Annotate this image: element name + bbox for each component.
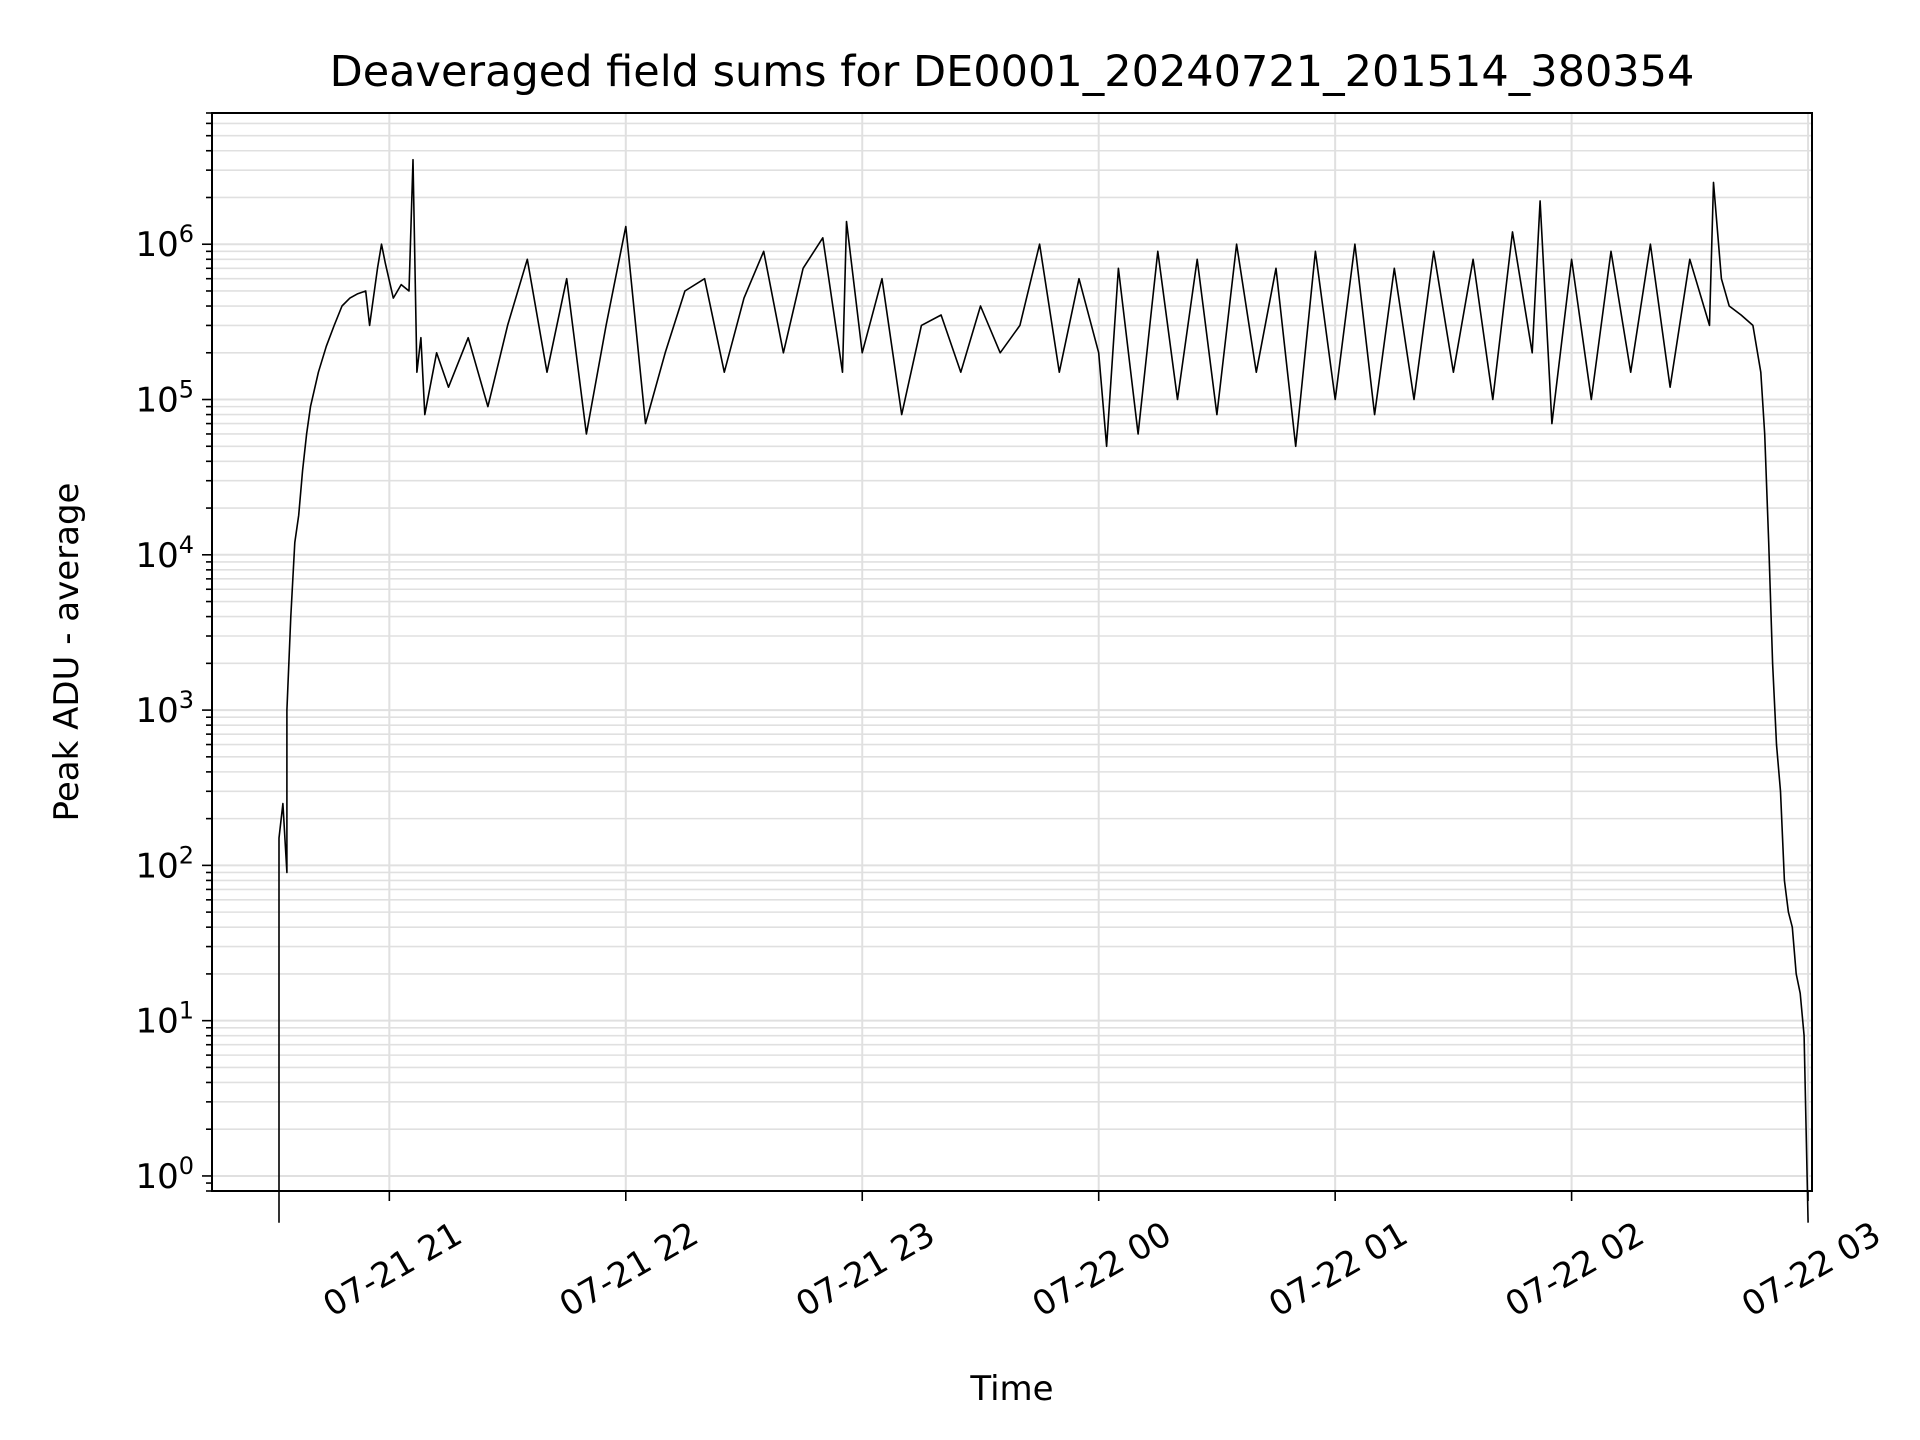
grid	[212, 112, 1812, 1191]
y-tick-label: 105	[135, 376, 194, 421]
plot-frame	[211, 112, 1813, 1192]
y-tick-label: 100	[135, 1152, 194, 1197]
y-axis-label: Peak ADU - average	[47, 483, 87, 822]
y-tick-label: 103	[135, 686, 194, 731]
y-tick-label: 104	[135, 531, 194, 576]
y-tick-label: 102	[135, 841, 194, 886]
series-layer	[278, 158, 1809, 1223]
series-line	[278, 158, 1809, 1223]
x-axis-label: Time	[969, 1369, 1053, 1409]
y-axis-ticks: 100 101 102 103 104 105 106	[135, 112, 212, 1197]
chart-title: Deaveraged field sums for DE0001_2024072…	[330, 47, 1695, 97]
y-tick-label: 101	[135, 997, 194, 1042]
y-tick-label: 106	[135, 220, 194, 265]
